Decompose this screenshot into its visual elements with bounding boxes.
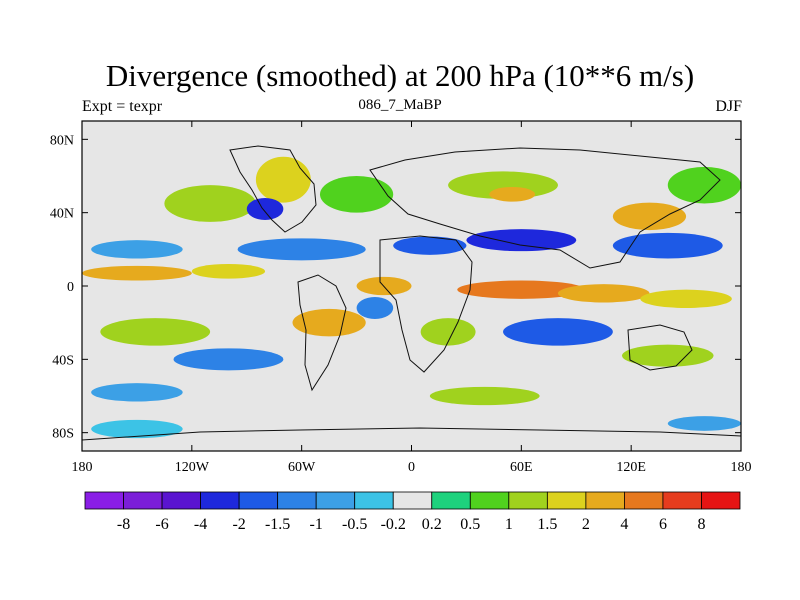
australia-coastline <box>627 324 693 371</box>
colorbar-label-13: 4 <box>620 516 628 533</box>
colorbar-label-2: -4 <box>194 516 207 533</box>
north-america-coastline <box>229 145 317 233</box>
colorbar-label-6: -0.5 <box>342 516 367 533</box>
divergence-region-3 <box>237 238 366 261</box>
colorbar-swatch-7 <box>354 491 394 510</box>
divergence-region-2 <box>91 240 183 259</box>
divergence-region-28 <box>91 419 183 439</box>
colorbar-swatch-6 <box>315 491 356 510</box>
colorbar-swatch-0 <box>84 491 124 510</box>
y-axis: 80N 40N 0 40S 80S <box>50 133 741 442</box>
divergence-region-23 <box>503 318 613 346</box>
coastlines <box>82 145 741 441</box>
colorbar-label-7: -0.2 <box>381 516 406 533</box>
x-tick-label-6: 180 <box>731 460 752 475</box>
x-tick-label-4: 60E <box>510 460 533 475</box>
eurasia-coastline <box>369 147 721 269</box>
divergence-region-21 <box>292 308 366 337</box>
south-america-coastline <box>297 274 347 392</box>
divergence-region-12 <box>489 187 536 202</box>
x-tick-label-0: 180 <box>72 460 93 475</box>
colorbar-label-5: -1 <box>310 516 323 533</box>
divergence-region-7 <box>164 185 256 222</box>
divergence-region-24 <box>622 344 714 367</box>
divergence-field <box>82 156 741 439</box>
x-tick-label-3: 0 <box>408 460 415 475</box>
colorbar-label-0: -8 <box>117 516 130 533</box>
colorbar-swatch-15 <box>662 491 702 510</box>
colorbar-swatch-3 <box>200 491 240 510</box>
colorbar-swatch-8 <box>392 491 433 510</box>
colorbar-label-14: 6 <box>659 516 667 533</box>
divergence-region-19 <box>356 297 394 319</box>
colorbar-label-11: 1.5 <box>537 516 557 533</box>
divergence-region-27 <box>429 386 540 406</box>
divergence-region-6 <box>612 232 723 259</box>
y-tick-label-1: 40N <box>50 207 74 222</box>
colorbar: -8 -6 -4 -2 -1.5 -1 -0.5 -0.2 0.2 0.5 1 1.5 2 4 6 8 <box>84 491 741 533</box>
divergence-region-13 <box>612 202 687 231</box>
case-label: 086_7_MaBP <box>358 97 442 113</box>
divergence-region-0 <box>82 265 192 281</box>
divergence-region-15 <box>457 280 586 299</box>
y-tick-label-0: 80N <box>50 133 74 148</box>
colorbar-swatch-10 <box>469 491 510 510</box>
season-label: DJF <box>715 98 742 115</box>
y-tick-label-2: 0 <box>67 280 74 295</box>
colorbar-swatch-9 <box>431 491 471 510</box>
y-tick-label-4: 80S <box>52 427 74 442</box>
colorbar-label-8: 0.2 <box>422 516 442 533</box>
divergence-region-29 <box>667 416 741 431</box>
colorbar-label-3: -2 <box>232 516 245 533</box>
divergence-region-4 <box>393 236 467 255</box>
divergence-region-17 <box>640 289 732 309</box>
colorbar-label-9: 0.5 <box>460 516 480 533</box>
divergence-region-9 <box>246 198 284 220</box>
colorbar-swatch-5 <box>277 491 317 510</box>
divergence-region-14 <box>667 166 741 204</box>
x-tick-label-1: 120W <box>175 460 210 475</box>
x-tick-label-2: 60W <box>288 460 316 475</box>
divergence-region-5 <box>466 229 577 252</box>
divergence-region-20 <box>100 318 211 346</box>
colorbar-label-1: -6 <box>155 516 168 533</box>
colorbar-swatch-11 <box>508 491 548 510</box>
colorbar-swatch-2 <box>161 491 201 510</box>
divergence-region-10 <box>319 176 394 213</box>
chart-title: Divergence (smoothed) at 200 hPa (10**6 … <box>105 58 695 93</box>
africa-coastline <box>379 235 473 373</box>
divergence-region-26 <box>91 383 183 402</box>
y-tick-label-3: 40S <box>52 353 74 368</box>
colorbar-label-4: -1.5 <box>265 516 290 533</box>
experiment-label: Expt = texpr <box>82 98 163 115</box>
divergence-region-8 <box>255 156 311 203</box>
colorbar-label-12: 2 <box>582 516 590 533</box>
map-background <box>82 121 741 451</box>
x-tick-label-5: 120E <box>616 460 646 475</box>
colorbar-swatch-16 <box>701 491 741 510</box>
colorbar-swatch-4 <box>238 491 279 510</box>
divergence-region-1 <box>191 264 266 279</box>
divergence-region-22 <box>420 318 476 346</box>
colorbar-swatch-14 <box>624 491 664 510</box>
colorbar-swatch-1 <box>123 491 163 510</box>
antarctica-coastline <box>82 427 741 441</box>
colorbar-swatch-12 <box>546 491 587 510</box>
divergence-region-16 <box>557 284 650 303</box>
colorbar-label-15: 8 <box>697 516 705 533</box>
divergence-region-25 <box>173 348 284 371</box>
colorbar-swatch-13 <box>585 491 625 510</box>
colorbar-label-10: 1 <box>505 516 513 533</box>
x-axis: 180 120W 60W 0 60E 120E 180 <box>72 121 752 475</box>
